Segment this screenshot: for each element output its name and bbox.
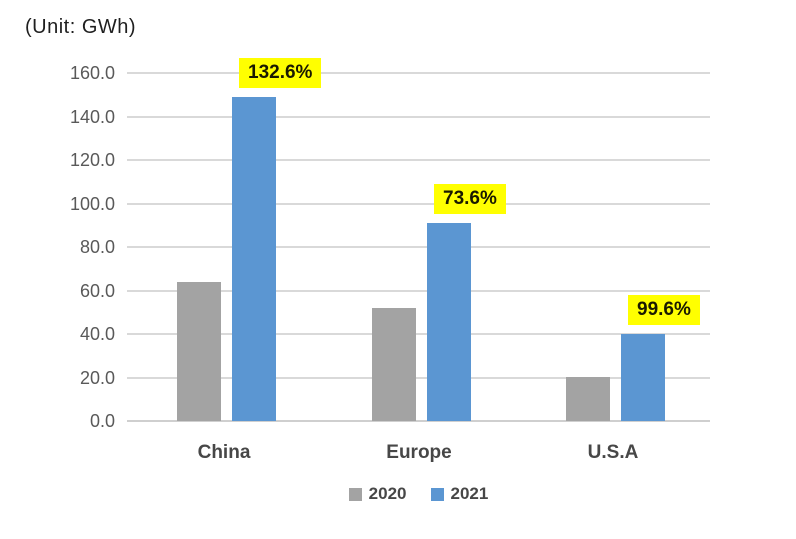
legend-swatch-2020 [348,487,362,501]
bar-2021-china [232,97,276,421]
gridline [127,420,710,422]
bar-2020-europe [372,308,416,421]
gridline [127,115,710,118]
legend-label-2021: 2021 [450,484,489,503]
y-axis-tick-label: 100.0 [69,193,115,214]
gridline [127,376,710,379]
gridline [127,333,710,335]
bar-2020-usa [566,377,610,421]
gridline [127,72,710,74]
gridline [127,246,710,248]
legend-item-2021: 2021 [430,484,489,504]
legend-label-2020: 2020 [368,484,407,503]
y-axis-tick-label: 80.0 [79,237,115,257]
category-label-usa: U.S.A [587,442,639,463]
growth-label-china: 132.6% [239,58,322,88]
y-axis-tick-label: 140.0 [69,106,115,127]
chart-unit-label: (Unit: GWh) [25,16,137,38]
y-axis-tick-label: 160.0 [69,63,115,83]
legend-swatch-2021 [430,487,444,501]
category-label-china: China [197,442,251,463]
y-axis-tick-label: 60.0 [79,280,115,301]
y-axis-tick-label: 40.0 [79,324,115,344]
y-axis-tick-label: 20.0 [79,367,115,388]
chart-legend: 2020 2021 [127,484,710,504]
bar-2020-china [177,282,221,421]
growth-label-europe: 73.6% [434,184,506,214]
legend-item-2020: 2020 [348,484,407,504]
gridline [127,289,710,292]
bar-2021-usa [621,334,665,421]
y-axis-tick-label: 0.0 [89,411,115,431]
category-label-europe: Europe [386,442,452,463]
gridline [127,202,710,205]
y-axis-tick-label: 120.0 [69,150,115,170]
gridline [127,159,710,161]
growth-label-usa: 99.6% [628,295,700,325]
bar-2021-europe [427,223,471,421]
